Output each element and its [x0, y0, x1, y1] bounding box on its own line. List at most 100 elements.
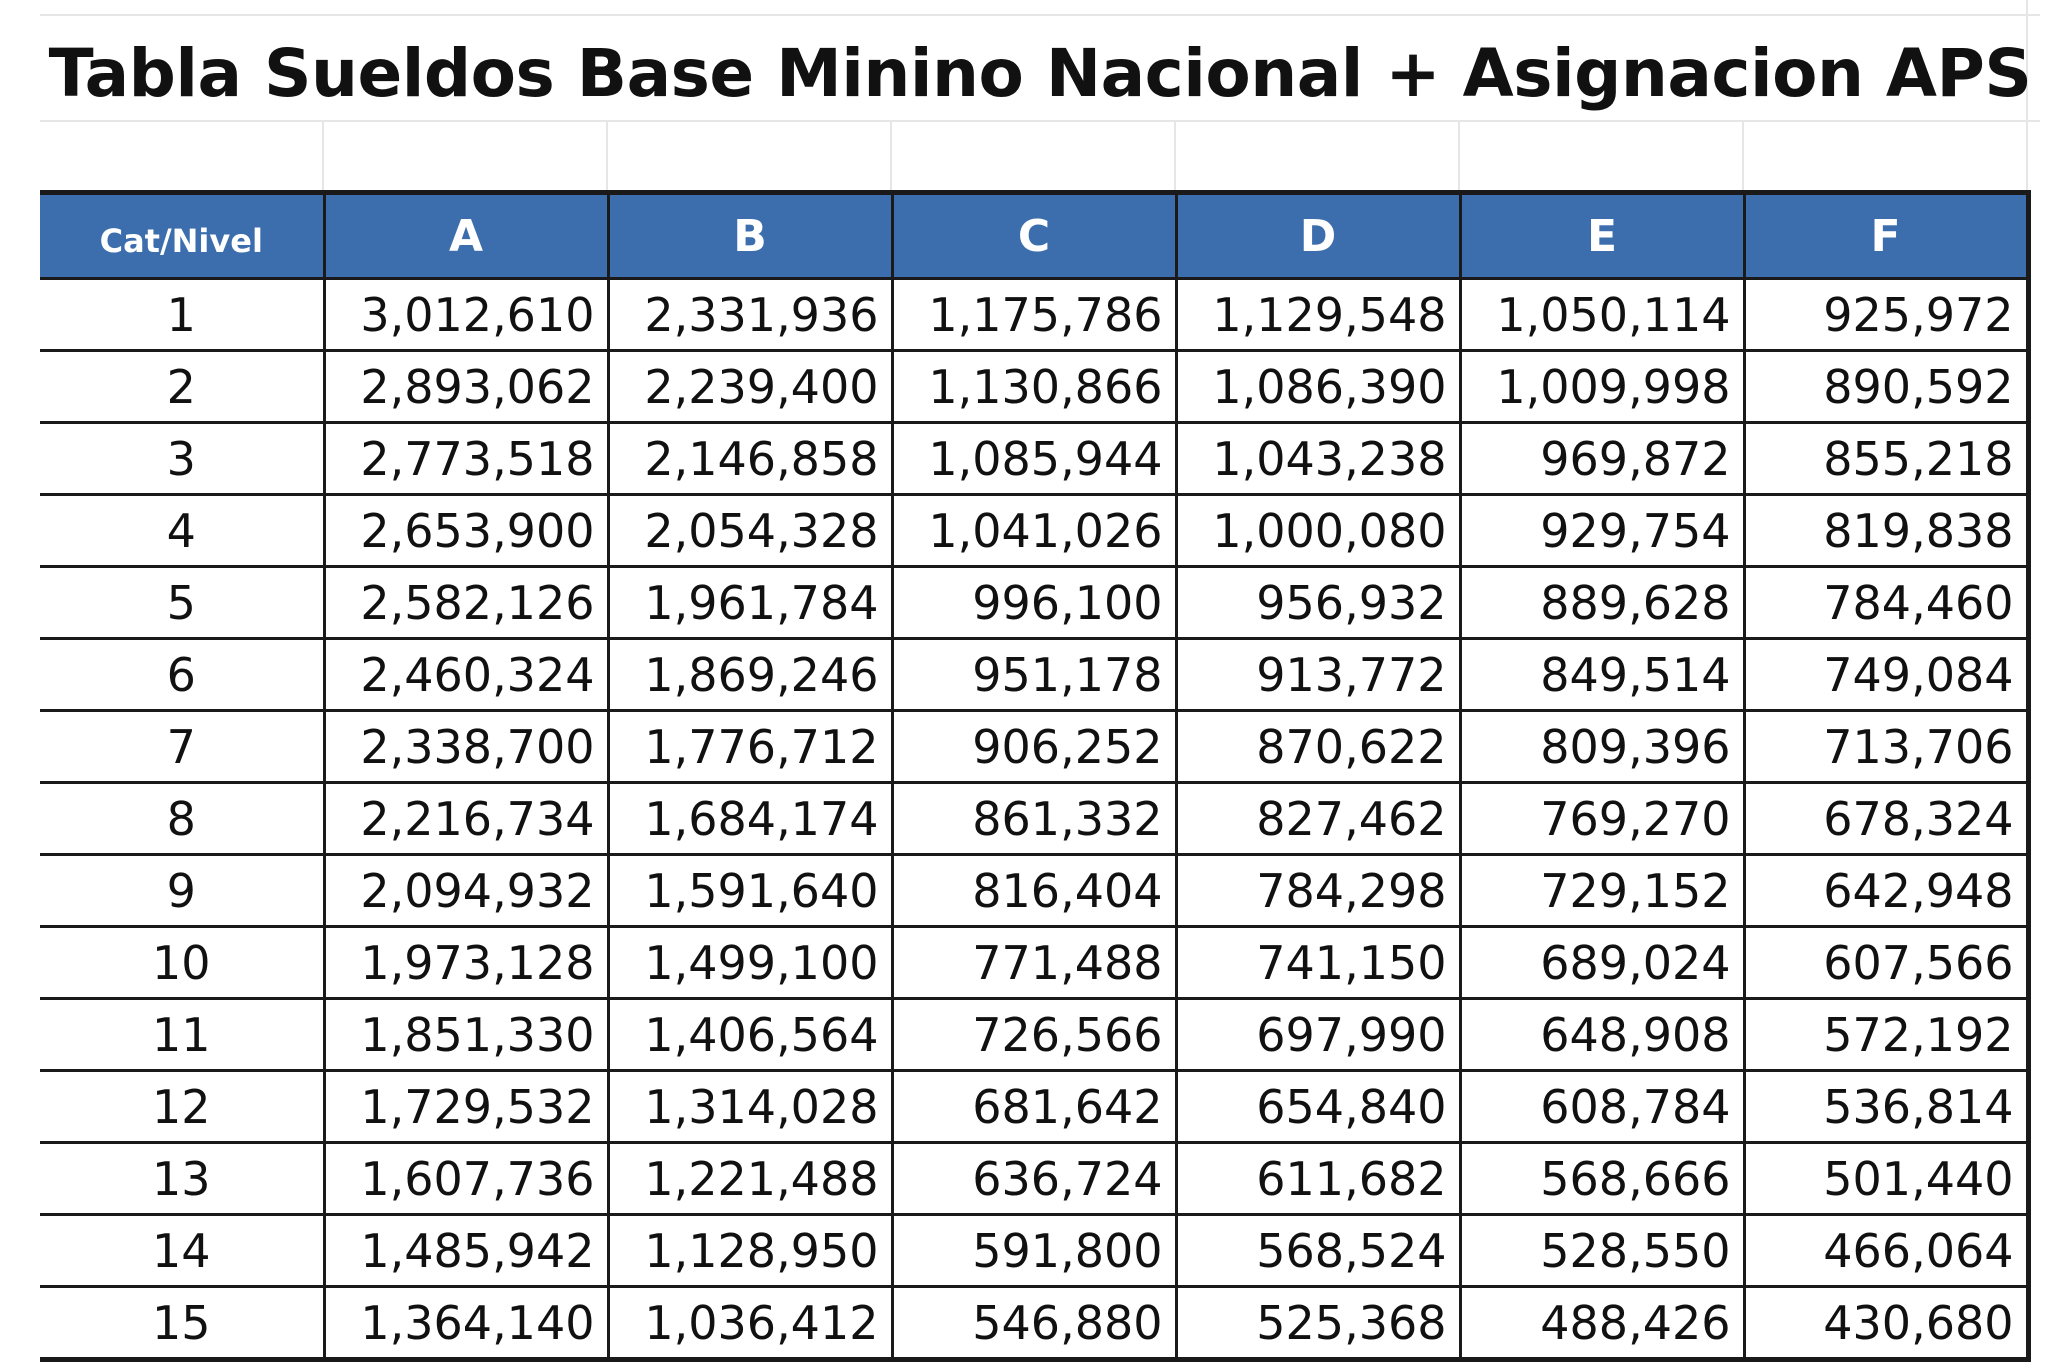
table-cell[interactable]: 1,406,564 — [606, 998, 892, 1072]
table-cell[interactable]: 726,566 — [890, 998, 1176, 1072]
table-cell[interactable]: 648,908 — [1458, 998, 1744, 1072]
table-cell[interactable]: 488,426 — [1458, 1286, 1744, 1362]
table-cell[interactable]: 636,724 — [890, 1142, 1176, 1216]
table-cell[interactable]: 568,524 — [1174, 1214, 1460, 1288]
table-cell[interactable]: 2,893,062 — [322, 350, 608, 424]
table-cell[interactable]: 611,682 — [1174, 1142, 1460, 1216]
table-cell[interactable]: 996,100 — [890, 566, 1176, 640]
table-cell[interactable]: 2,460,324 — [322, 638, 608, 712]
table-cell[interactable]: 925,972 — [1742, 278, 2031, 352]
table-cell[interactable]: 849,514 — [1458, 638, 1744, 712]
table-cell[interactable]: 2,338,700 — [322, 710, 608, 784]
table-cell[interactable]: 784,460 — [1742, 566, 2031, 640]
column-header-c[interactable]: C — [890, 190, 1176, 280]
table-cell[interactable]: 1,128,950 — [606, 1214, 892, 1288]
table-cell[interactable]: 689,024 — [1458, 926, 1744, 1000]
table-cell[interactable]: 2,773,518 — [322, 422, 608, 496]
table-cell[interactable]: 1,085,944 — [890, 422, 1176, 496]
table-cell[interactable]: 1,869,246 — [606, 638, 892, 712]
row-category-cell[interactable]: 8 — [40, 782, 324, 856]
table-cell[interactable]: 1,684,174 — [606, 782, 892, 856]
table-cell[interactable]: 1,364,140 — [322, 1286, 608, 1362]
table-cell[interactable]: 784,298 — [1174, 854, 1460, 928]
table-cell[interactable]: 890,592 — [1742, 350, 2031, 424]
table-cell[interactable]: 642,948 — [1742, 854, 2031, 928]
table-cell[interactable]: 528,550 — [1458, 1214, 1744, 1288]
table-cell[interactable]: 861,332 — [890, 782, 1176, 856]
table-cell[interactable]: 769,270 — [1458, 782, 1744, 856]
row-category-cell[interactable]: 4 — [40, 494, 324, 568]
table-cell[interactable]: 591,800 — [890, 1214, 1176, 1288]
table-cell[interactable]: 2,054,328 — [606, 494, 892, 568]
table-cell[interactable]: 3,012,610 — [322, 278, 608, 352]
table-cell[interactable]: 771,488 — [890, 926, 1176, 1000]
table-cell[interactable]: 654,840 — [1174, 1070, 1460, 1144]
table-cell[interactable]: 809,396 — [1458, 710, 1744, 784]
row-category-cell[interactable]: 12 — [40, 1070, 324, 1144]
table-cell[interactable]: 430,680 — [1742, 1286, 2031, 1362]
table-cell[interactable]: 1,314,028 — [606, 1070, 892, 1144]
table-cell[interactable]: 969,872 — [1458, 422, 1744, 496]
column-header-e[interactable]: E — [1458, 190, 1744, 280]
table-cell[interactable]: 2,331,936 — [606, 278, 892, 352]
table-cell[interactable]: 2,653,900 — [322, 494, 608, 568]
table-cell[interactable]: 1,000,080 — [1174, 494, 1460, 568]
table-cell[interactable]: 2,582,126 — [322, 566, 608, 640]
table-cell[interactable]: 956,932 — [1174, 566, 1460, 640]
table-cell[interactable]: 546,880 — [890, 1286, 1176, 1362]
column-header-cat-nivel[interactable]: Cat/Nivel — [40, 190, 324, 280]
table-cell[interactable]: 1,009,998 — [1458, 350, 1744, 424]
table-cell[interactable]: 906,252 — [890, 710, 1176, 784]
table-cell[interactable]: 1,851,330 — [322, 998, 608, 1072]
row-category-cell[interactable]: 7 — [40, 710, 324, 784]
table-cell[interactable]: 1,729,532 — [322, 1070, 608, 1144]
table-cell[interactable]: 466,064 — [1742, 1214, 2031, 1288]
table-cell[interactable]: 816,404 — [890, 854, 1176, 928]
table-cell[interactable]: 1,086,390 — [1174, 350, 1460, 424]
table-cell[interactable]: 870,622 — [1174, 710, 1460, 784]
table-cell[interactable]: 525,368 — [1174, 1286, 1460, 1362]
table-cell[interactable]: 607,566 — [1742, 926, 2031, 1000]
table-cell[interactable]: 1,776,712 — [606, 710, 892, 784]
row-category-cell[interactable]: 10 — [40, 926, 324, 1000]
table-cell[interactable]: 729,152 — [1458, 854, 1744, 928]
row-category-cell[interactable]: 9 — [40, 854, 324, 928]
column-header-f[interactable]: F — [1742, 190, 2031, 280]
row-category-cell[interactable]: 15 — [40, 1286, 324, 1362]
table-cell[interactable]: 1,961,784 — [606, 566, 892, 640]
row-category-cell[interactable]: 6 — [40, 638, 324, 712]
table-cell[interactable]: 713,706 — [1742, 710, 2031, 784]
table-cell[interactable]: 501,440 — [1742, 1142, 2031, 1216]
table-cell[interactable]: 1,607,736 — [322, 1142, 608, 1216]
table-cell[interactable]: 572,192 — [1742, 998, 2031, 1072]
table-cell[interactable]: 536,814 — [1742, 1070, 2031, 1144]
table-cell[interactable]: 608,784 — [1458, 1070, 1744, 1144]
row-category-cell[interactable]: 3 — [40, 422, 324, 496]
table-cell[interactable]: 1,591,640 — [606, 854, 892, 928]
table-cell[interactable]: 1,050,114 — [1458, 278, 1744, 352]
table-cell[interactable]: 1,130,866 — [890, 350, 1176, 424]
column-header-b[interactable]: B — [606, 190, 892, 280]
table-cell[interactable]: 1,036,412 — [606, 1286, 892, 1362]
row-category-cell[interactable]: 2 — [40, 350, 324, 424]
table-cell[interactable]: 2,216,734 — [322, 782, 608, 856]
table-cell[interactable]: 819,838 — [1742, 494, 2031, 568]
table-cell[interactable]: 1,175,786 — [890, 278, 1176, 352]
table-cell[interactable]: 855,218 — [1742, 422, 2031, 496]
table-cell[interactable]: 889,628 — [1458, 566, 1744, 640]
row-category-cell[interactable]: 13 — [40, 1142, 324, 1216]
table-cell[interactable]: 568,666 — [1458, 1142, 1744, 1216]
table-cell[interactable]: 1,485,942 — [322, 1214, 608, 1288]
table-cell[interactable]: 1,221,488 — [606, 1142, 892, 1216]
table-cell[interactable]: 827,462 — [1174, 782, 1460, 856]
table-cell[interactable]: 2,239,400 — [606, 350, 892, 424]
table-cell[interactable]: 2,094,932 — [322, 854, 608, 928]
table-cell[interactable]: 749,084 — [1742, 638, 2031, 712]
table-cell[interactable]: 1,043,238 — [1174, 422, 1460, 496]
row-category-cell[interactable]: 14 — [40, 1214, 324, 1288]
table-cell[interactable]: 681,642 — [890, 1070, 1176, 1144]
table-cell[interactable]: 2,146,858 — [606, 422, 892, 496]
table-cell[interactable]: 678,324 — [1742, 782, 2031, 856]
table-cell[interactable]: 1,129,548 — [1174, 278, 1460, 352]
table-cell[interactable]: 913,772 — [1174, 638, 1460, 712]
